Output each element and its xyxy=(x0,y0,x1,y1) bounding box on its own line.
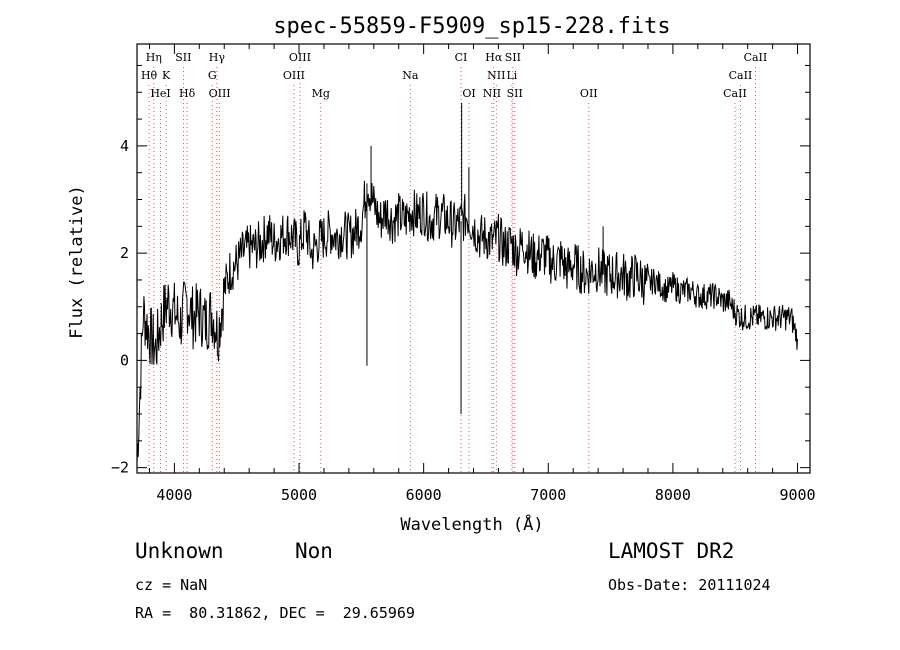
line-label: HeI xyxy=(150,87,170,100)
line-label: Hγ xyxy=(209,51,226,64)
y-tick-label: −2 xyxy=(111,459,129,477)
line-label: OII xyxy=(580,87,598,100)
chart-title: spec-55859-F5909_sp15-228.fits xyxy=(273,14,670,39)
spectrum-plot: spec-55859-F5909_sp15-228.fits 4000 5000 6… xyxy=(67,14,816,535)
line-label: CaII xyxy=(744,51,768,64)
spectral-class: Unknown xyxy=(135,539,224,563)
spectrum-series xyxy=(136,102,798,463)
line-label: CaII xyxy=(723,87,747,100)
y-tick-label: 2 xyxy=(120,244,129,262)
x-tick-label: 4000 xyxy=(156,486,192,504)
observation-date: Obs-Date: 20111024 xyxy=(608,576,771,594)
line-label: SII xyxy=(507,87,523,100)
redshift-readout: cz = NaN xyxy=(135,576,208,594)
line-label: Na xyxy=(402,69,419,82)
line-label: OIII xyxy=(209,87,231,100)
line-label: CaII xyxy=(729,69,753,82)
line-label: Hθ xyxy=(141,69,158,82)
emission-line-markers xyxy=(148,67,756,473)
x-axis-label: Wavelength (Å) xyxy=(400,513,543,535)
x-tick-label: 7000 xyxy=(530,486,566,504)
line-label: CI xyxy=(455,51,468,64)
spectral-subclass: Non xyxy=(295,539,333,563)
line-label: Hη xyxy=(146,51,162,64)
line-label: NII xyxy=(483,87,501,100)
x-tick-label: 9000 xyxy=(779,486,815,504)
line-label: OIII xyxy=(289,51,311,64)
x-tick-label: 8000 xyxy=(655,486,691,504)
line-label: OI xyxy=(462,87,475,100)
line-label: Li xyxy=(506,69,517,82)
line-label: Mg xyxy=(312,87,330,100)
line-label: Hδ xyxy=(179,87,196,100)
axis-ticks: 4000 5000 6000 7000 8000 9000 −2 0 2 4 xyxy=(111,44,816,504)
y-tick-label: 4 xyxy=(120,137,129,155)
survey-name: LAMOST DR2 xyxy=(608,539,735,563)
y-tick-label: 0 xyxy=(120,351,129,369)
line-label: SII xyxy=(175,51,191,64)
x-tick-label: 6000 xyxy=(406,486,442,504)
line-label: K xyxy=(162,69,171,82)
spectrum-line xyxy=(136,180,798,463)
line-label: G xyxy=(208,69,217,82)
coordinates-readout: RA = 80.31862, DEC = 29.65969 xyxy=(135,604,415,622)
line-label: OIII xyxy=(283,69,305,82)
y-axis-label: Flux (relative) xyxy=(67,185,87,339)
line-label: NII xyxy=(487,69,505,82)
x-tick-label: 5000 xyxy=(281,486,317,504)
line-label: SII xyxy=(505,51,521,64)
line-label: Hα xyxy=(485,51,503,64)
